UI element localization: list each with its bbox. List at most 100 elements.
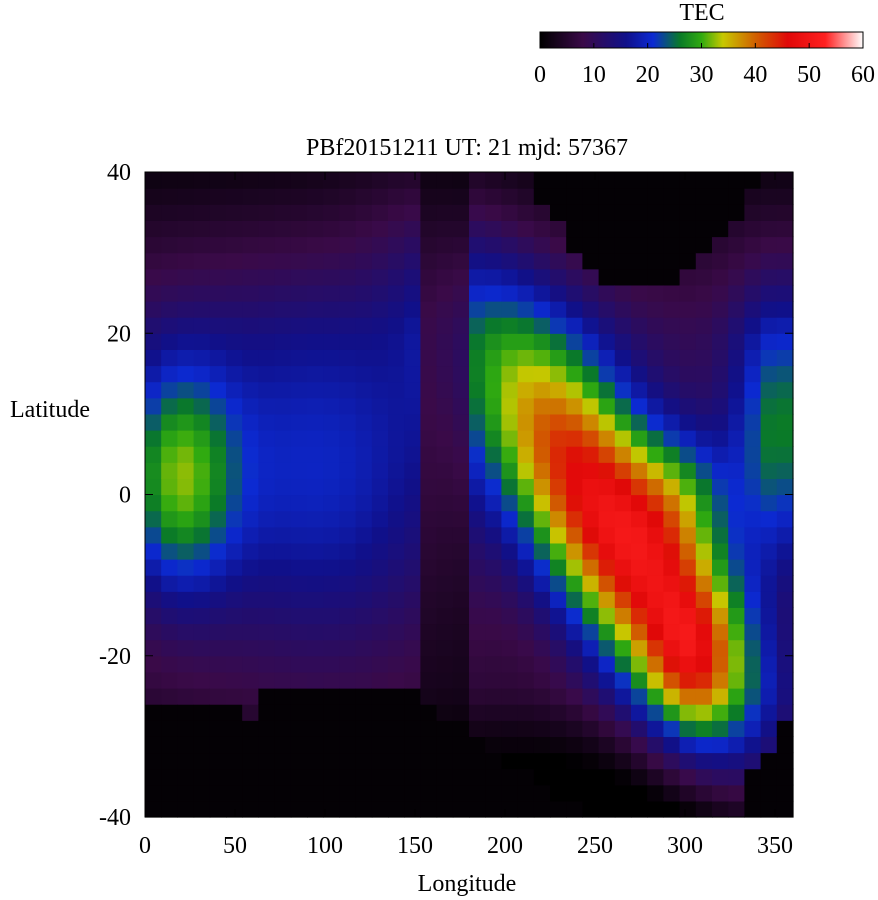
heatmap-cell bbox=[177, 284, 195, 302]
heatmap-cell bbox=[388, 591, 405, 608]
heatmap-cell bbox=[258, 349, 276, 367]
heatmap-cell bbox=[420, 413, 438, 431]
heatmap-cell bbox=[533, 720, 551, 737]
heatmap-cell bbox=[145, 623, 162, 641]
heatmap-cell bbox=[776, 333, 794, 350]
heatmap-cell bbox=[679, 720, 697, 737]
heatmap-cell bbox=[517, 462, 535, 479]
heatmap-cell bbox=[258, 301, 276, 318]
heatmap-cell bbox=[274, 446, 292, 463]
heatmap-cell bbox=[307, 671, 324, 689]
heatmap-cell bbox=[517, 784, 535, 802]
heatmap-cell bbox=[226, 268, 243, 286]
heatmap-cell bbox=[647, 688, 664, 705]
heatmap-cell bbox=[663, 655, 681, 673]
heatmap-cell bbox=[469, 349, 486, 367]
heatmap-cell bbox=[566, 252, 583, 270]
heatmap-cell bbox=[420, 317, 438, 334]
heatmap-cell bbox=[177, 252, 195, 270]
heatmap-cell bbox=[776, 188, 794, 205]
heatmap-cell bbox=[290, 301, 308, 318]
heatmap-cell bbox=[517, 252, 535, 270]
heatmap-cell bbox=[647, 301, 664, 318]
heatmap-cell bbox=[744, 317, 762, 334]
heatmap-cell bbox=[501, 188, 519, 205]
heatmap-cell bbox=[776, 317, 794, 334]
heatmap-cell bbox=[485, 639, 502, 657]
heatmap-cell bbox=[712, 284, 729, 302]
heatmap-cell bbox=[145, 526, 162, 544]
heatmap-cell bbox=[388, 623, 405, 641]
heatmap-cell bbox=[388, 220, 405, 238]
heatmap-cell bbox=[663, 349, 681, 367]
heatmap-cell bbox=[501, 752, 519, 770]
heatmap-cell bbox=[355, 413, 373, 431]
heatmap-cell bbox=[760, 317, 778, 334]
heatmap-cell bbox=[420, 784, 438, 802]
heatmap-cell bbox=[226, 559, 243, 576]
heatmap-cell bbox=[274, 220, 292, 238]
heatmap-cell bbox=[371, 671, 389, 689]
heatmap-cell bbox=[550, 800, 567, 818]
heatmap-cell bbox=[776, 542, 794, 560]
heatmap-cell bbox=[339, 720, 357, 737]
heatmap-cell bbox=[290, 317, 308, 334]
heatmap-cell bbox=[550, 736, 567, 754]
heatmap-cell bbox=[177, 526, 195, 544]
heatmap-cell bbox=[193, 526, 211, 544]
heatmap-cell bbox=[452, 301, 470, 318]
heatmap-cell bbox=[388, 204, 405, 221]
chart-title: PBf20151211 UT: 21 mjd: 57367 bbox=[306, 135, 628, 161]
heatmap-cell bbox=[420, 526, 438, 544]
heatmap-cell bbox=[290, 413, 308, 431]
heatmap-cell bbox=[631, 381, 648, 399]
heatmap-cell bbox=[728, 494, 745, 512]
heatmap-cell bbox=[161, 365, 178, 383]
heatmap-cell bbox=[226, 671, 243, 689]
heatmap-cell bbox=[290, 365, 308, 383]
heatmap-cell bbox=[290, 655, 308, 673]
heatmap-cell bbox=[209, 768, 227, 786]
heatmap-cell bbox=[776, 284, 794, 302]
heatmap-cell bbox=[712, 559, 729, 576]
heatmap-cell bbox=[679, 430, 697, 447]
heatmap-cell bbox=[566, 220, 583, 238]
heatmap-cell bbox=[371, 607, 389, 625]
heatmap-cell bbox=[371, 704, 389, 721]
heatmap-cell bbox=[550, 236, 567, 254]
heatmap-cell bbox=[566, 607, 583, 625]
heatmap-cell bbox=[258, 768, 276, 786]
heatmap-cell bbox=[226, 236, 243, 254]
heatmap-cell bbox=[420, 397, 438, 415]
heatmap-cell bbox=[242, 704, 259, 721]
heatmap-cell bbox=[404, 301, 421, 318]
heatmap-cell bbox=[145, 478, 162, 496]
heatmap-cell bbox=[339, 446, 357, 463]
heatmap-cell bbox=[614, 301, 632, 318]
heatmap-cell bbox=[452, 639, 470, 657]
heatmap-cell bbox=[744, 559, 762, 576]
heatmap-cell bbox=[209, 430, 227, 447]
heatmap-cell bbox=[695, 478, 713, 496]
heatmap-cell bbox=[679, 736, 697, 754]
heatmap-cell bbox=[371, 784, 389, 802]
heatmap-cell bbox=[566, 526, 583, 544]
heatmap-cell bbox=[776, 671, 794, 689]
heatmap-cell bbox=[663, 736, 681, 754]
heatmap-cell bbox=[533, 688, 551, 705]
heatmap-cell bbox=[631, 172, 648, 189]
heatmap-cell bbox=[290, 671, 308, 689]
heatmap-cell bbox=[517, 381, 535, 399]
heatmap-cell bbox=[161, 736, 178, 754]
heatmap-cell bbox=[388, 365, 405, 383]
heatmap-cell bbox=[631, 768, 648, 786]
heatmap-cell bbox=[436, 510, 454, 528]
heatmap-cell bbox=[776, 704, 794, 721]
heatmap-cell bbox=[323, 430, 340, 447]
heatmap-cell bbox=[452, 655, 470, 673]
heatmap-cell bbox=[663, 688, 681, 705]
heatmap-cell bbox=[485, 478, 502, 496]
heatmap-cell bbox=[566, 365, 583, 383]
heatmap-cell bbox=[404, 236, 421, 254]
heatmap-cell bbox=[161, 349, 178, 367]
